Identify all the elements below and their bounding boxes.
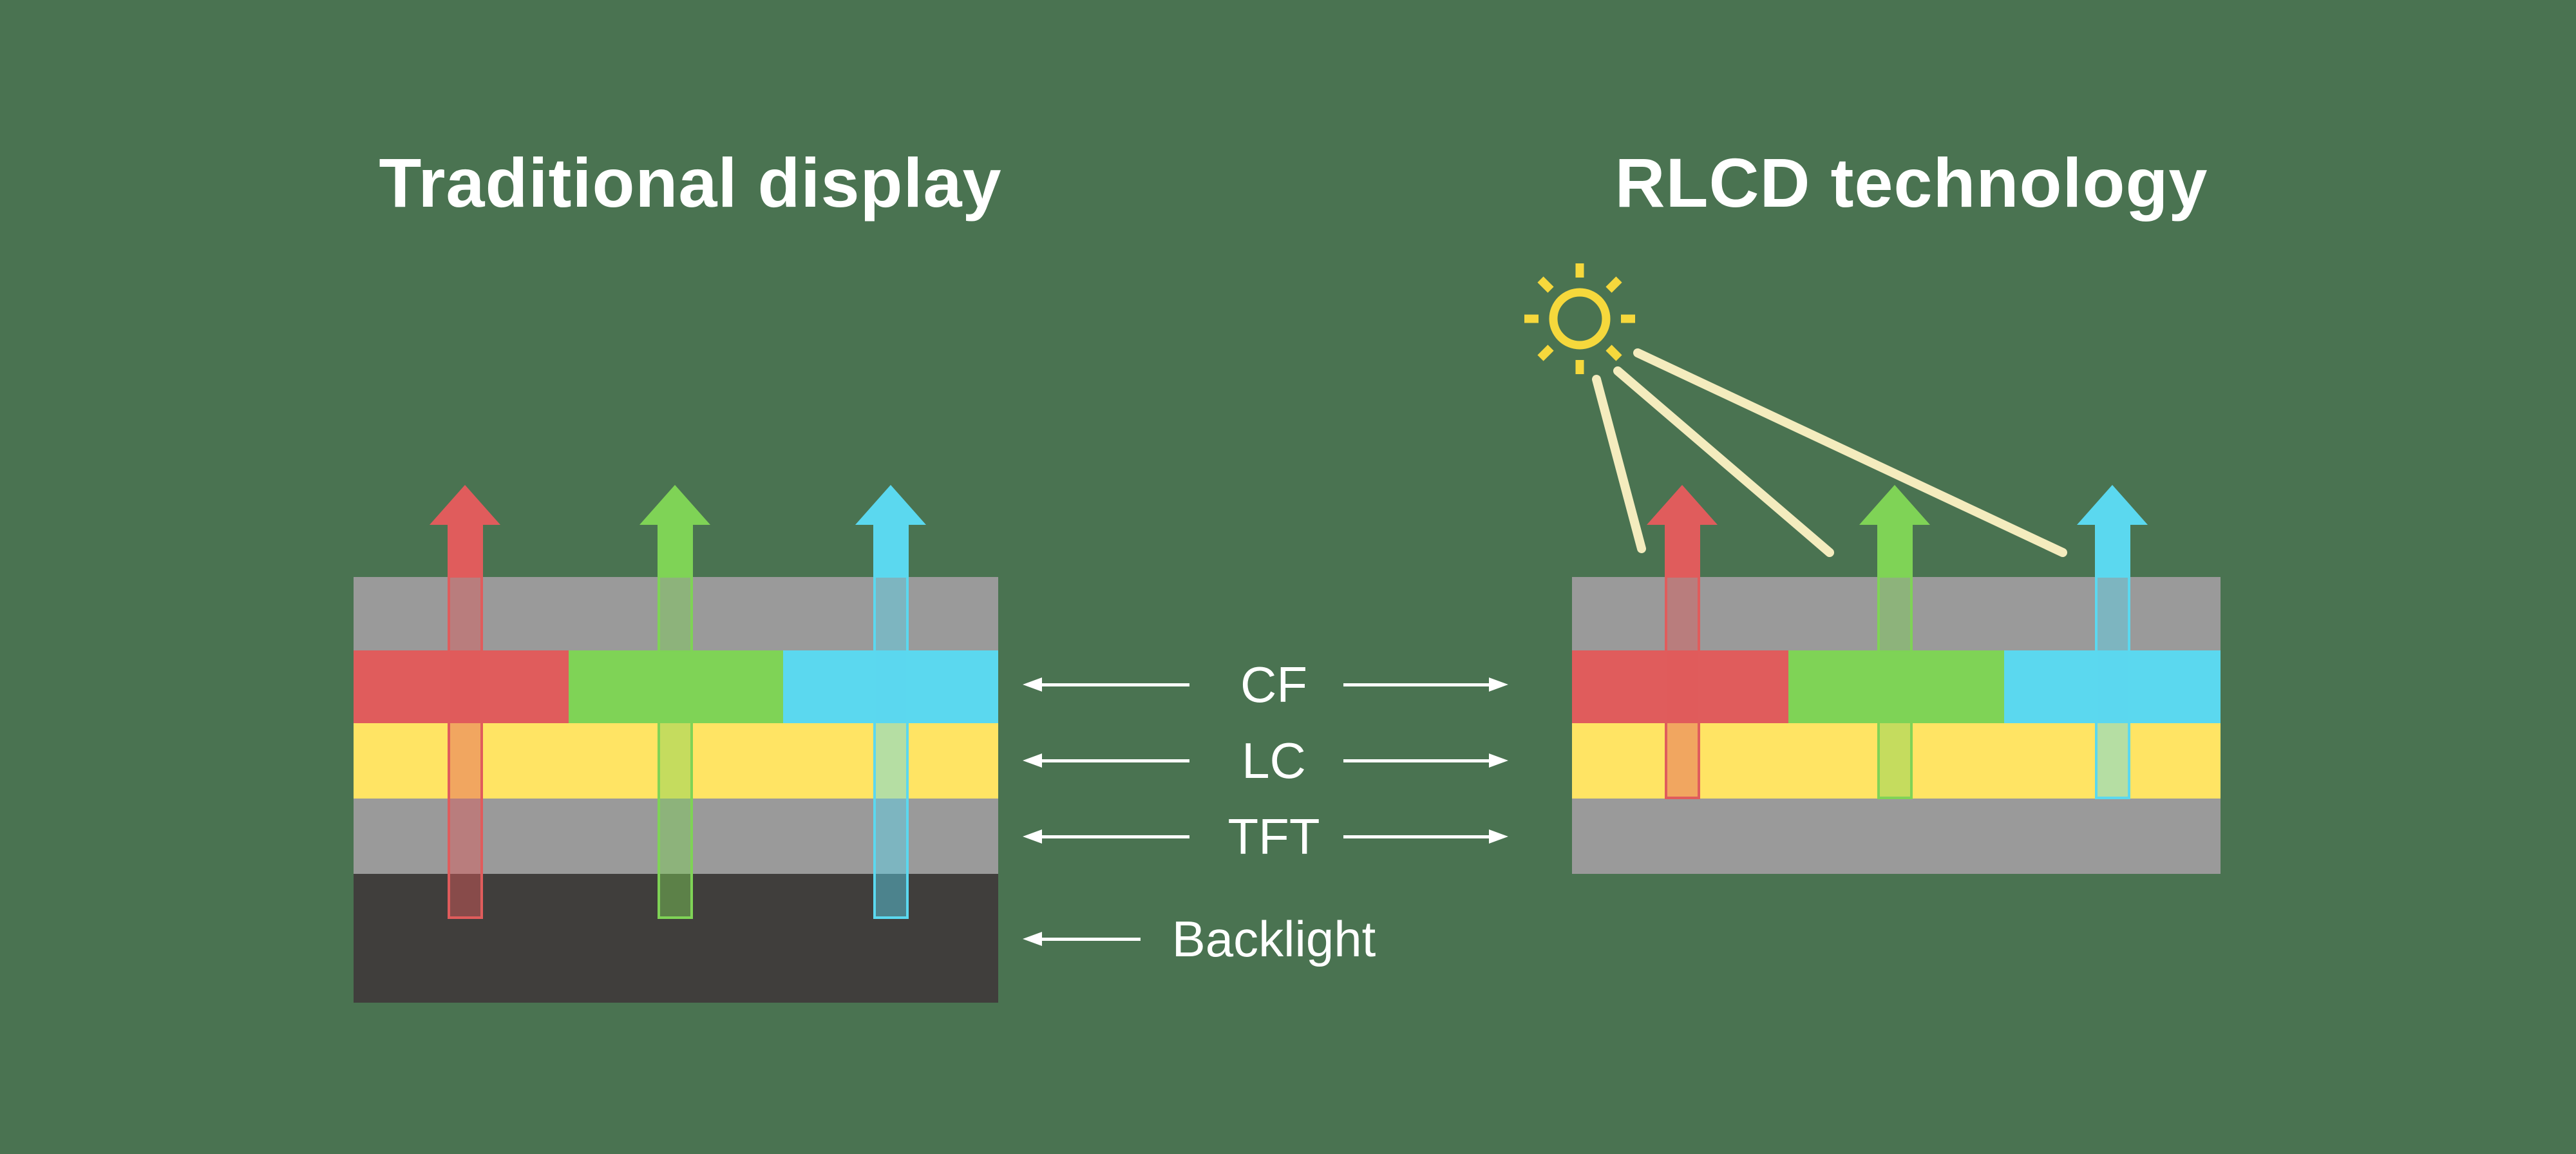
cf-pointer-arrow-right <box>1343 677 1508 692</box>
red-light-arrow <box>430 485 500 919</box>
tft-pointer-arrow-left <box>1023 829 1189 844</box>
rlcd-technology-title: RLCD technology <box>1615 143 2208 222</box>
glass-layer <box>354 577 998 650</box>
cf-red-segment <box>354 650 569 723</box>
green-light-arrow <box>639 485 710 919</box>
liquid-crystal-layer <box>354 723 998 799</box>
blue-light-arrow <box>2077 485 2148 799</box>
backlight-layer <box>354 874 998 1003</box>
cf-green-segment <box>568 650 784 723</box>
cf-red-segment <box>1572 650 1788 723</box>
rlcd-stack <box>1572 577 2221 874</box>
cf-green-segment <box>1788 650 2005 723</box>
lc-pointer-arrow-right <box>1343 753 1508 768</box>
sunlight-ray <box>1592 375 1646 553</box>
sun-icon <box>1524 263 1635 374</box>
tft-label: TFT <box>1227 808 1320 865</box>
tft-pointer-arrow-right <box>1343 829 1508 844</box>
tft-layer <box>354 799 998 874</box>
cf-label: CF <box>1240 656 1307 713</box>
backlight-pointer-arrow-left <box>1023 932 1141 946</box>
cf-blue-segment <box>783 650 999 723</box>
color-filter-layer <box>1572 650 2221 723</box>
green-light-arrow <box>1859 485 1930 799</box>
blue-light-arrow <box>855 485 926 919</box>
red-light-arrow <box>1647 485 1718 799</box>
tft-layer <box>1572 799 2221 874</box>
glass-layer <box>1572 577 2221 650</box>
backlight-label: Backlight <box>1171 910 1376 967</box>
traditional-display-title: Traditional display <box>379 143 1002 222</box>
lc-label: LC <box>1242 732 1306 789</box>
liquid-crystal-layer <box>1572 723 2221 799</box>
cf-pointer-arrow-left <box>1023 677 1189 692</box>
traditional-display-stack <box>354 577 999 1003</box>
color-filter-layer <box>354 650 999 723</box>
lc-pointer-arrow-left <box>1023 753 1189 768</box>
cf-blue-segment <box>2004 650 2221 723</box>
